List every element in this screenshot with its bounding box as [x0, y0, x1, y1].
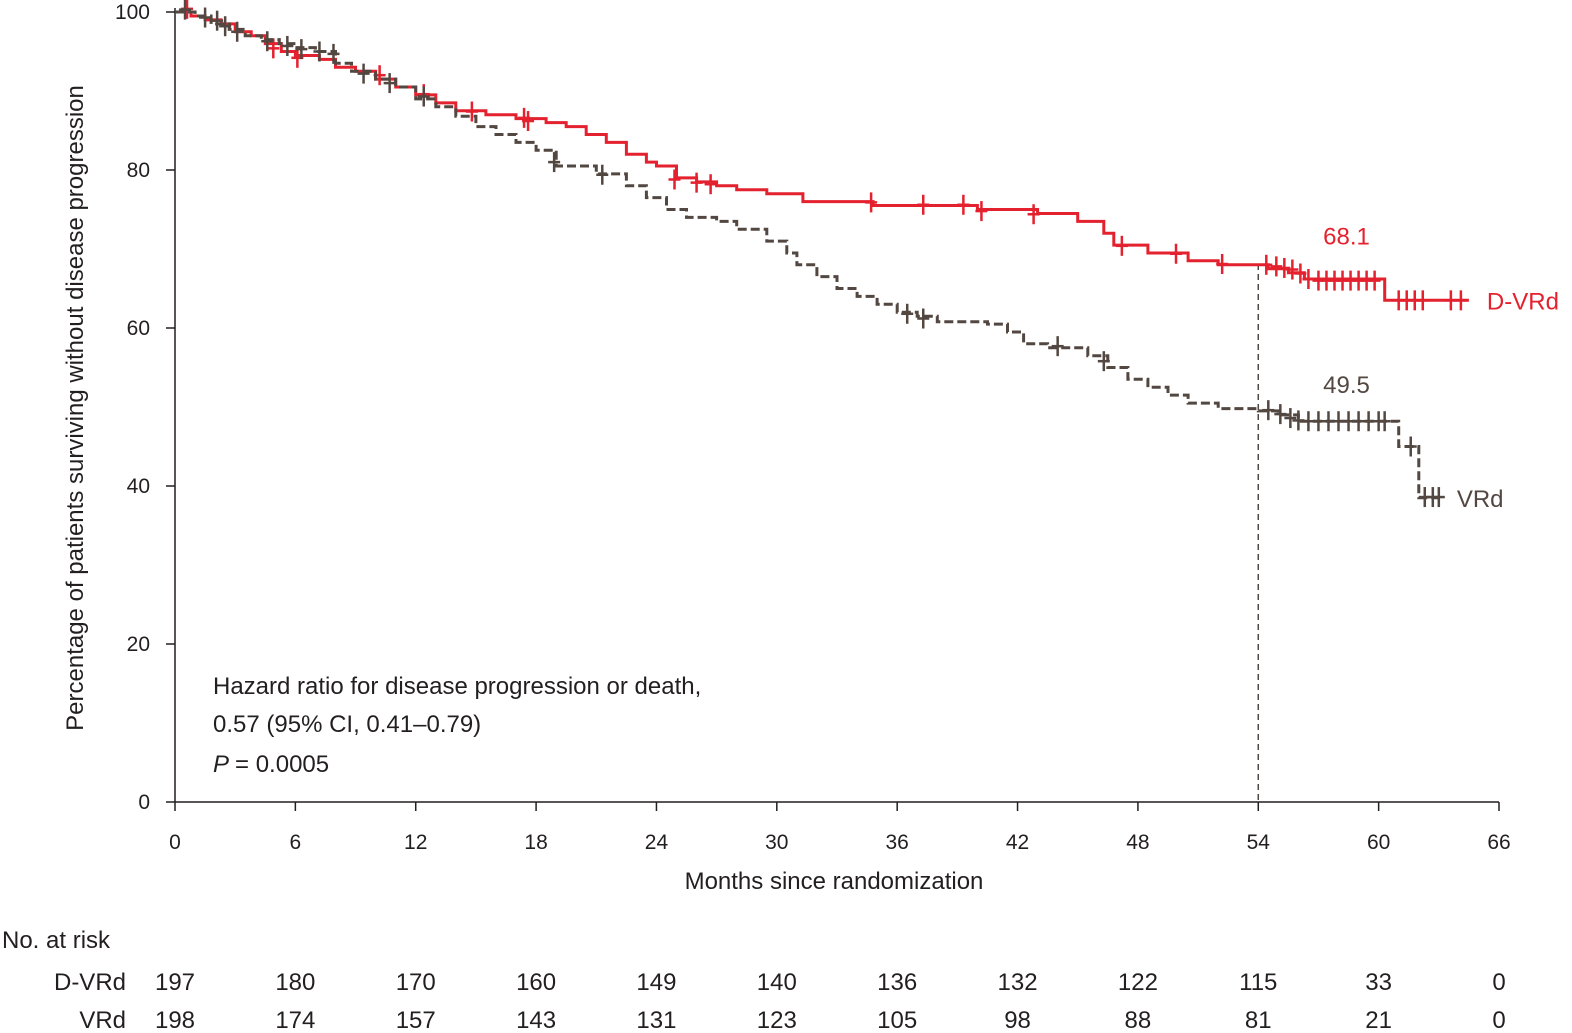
- risk-count: 33: [1365, 969, 1392, 996]
- risk-count: 21: [1365, 1007, 1392, 1033]
- risk-row-label: VRd: [79, 1007, 126, 1033]
- axes: 0 20 40 60 80 100 0 6 12 18 24 30 36 42 48 54 60 66: [115, 1, 1511, 854]
- y-tick-label: 80: [127, 159, 150, 182]
- survival-curves: [175, 0, 1469, 508]
- x-tick-label: 48: [1126, 831, 1149, 854]
- risk-count: 0: [1492, 1007, 1505, 1033]
- p-value-text: P = 0.0005: [213, 751, 329, 778]
- x-tick-label: 54: [1247, 831, 1271, 854]
- risk-count: 140: [757, 969, 797, 996]
- risk-count: 149: [636, 969, 676, 996]
- risk-table: No. at risk D-VRd 197 180 170 160 149 140 136 13…: [2, 927, 1506, 1033]
- risk-count: 160: [516, 969, 556, 996]
- vrd-end-label: VRd: [1457, 486, 1504, 513]
- hazard-ratio-line1: Hazard ratio for disease progression or …: [213, 673, 701, 700]
- x-tick-label: 60: [1367, 831, 1390, 854]
- d-vrd-end-label: D-VRd: [1487, 288, 1559, 315]
- risk-count: 115: [1239, 969, 1277, 996]
- x-tick-label: 66: [1487, 831, 1510, 854]
- vrd-landmark-value: 49.5: [1323, 372, 1370, 399]
- y-tick-label: 20: [127, 633, 150, 656]
- risk-count: 180: [275, 969, 315, 996]
- x-axis-title: Months since randomization: [685, 868, 984, 895]
- risk-table-title: No. at risk: [2, 927, 111, 954]
- y-tick-label: 40: [127, 475, 150, 498]
- x-tick-label: 42: [1006, 831, 1029, 854]
- risk-count: 198: [155, 1007, 195, 1033]
- y-tick-label: 60: [127, 317, 150, 340]
- x-tick-label: 18: [524, 831, 547, 854]
- y-tick-label: 0: [138, 791, 150, 814]
- risk-count: 81: [1245, 1007, 1272, 1033]
- annotations: D-VRd 68.1 VRd 49.5: [1323, 223, 1559, 513]
- vrd-curve: [175, 10, 1439, 500]
- d-vrd-curve: [175, 10, 1469, 302]
- risk-count: 131: [636, 1007, 676, 1033]
- risk-count: 136: [877, 969, 917, 996]
- risk-count: 0: [1492, 969, 1505, 996]
- x-tick-label: 36: [886, 831, 909, 854]
- risk-count: 122: [1118, 969, 1158, 996]
- risk-row-label: D-VRd: [54, 969, 126, 996]
- risk-count: 143: [516, 1007, 556, 1033]
- risk-count: 174: [275, 1007, 315, 1033]
- y-axis-title: Percentage of patients surviving without…: [62, 85, 89, 731]
- x-tick-label: 0: [169, 831, 181, 854]
- risk-count: 88: [1125, 1007, 1152, 1033]
- p-value: = 0.0005: [235, 751, 329, 778]
- risk-count: 170: [396, 969, 436, 996]
- risk-count: 123: [757, 1007, 797, 1033]
- x-tick-label: 30: [765, 831, 788, 854]
- p-label: P: [213, 751, 229, 778]
- risk-count: 105: [877, 1007, 917, 1033]
- hazard-ratio-line2: 0.57 (95% CI, 0.41–0.79): [213, 711, 481, 738]
- x-tick-label: 12: [404, 831, 427, 854]
- x-tick-label: 24: [645, 831, 669, 854]
- risk-count: 197: [155, 969, 195, 996]
- x-tick-label: 6: [290, 831, 302, 854]
- hazard-ratio-annotation: Hazard ratio for disease progression or …: [213, 673, 701, 778]
- y-tick-label: 100: [115, 1, 150, 24]
- risk-count: 157: [396, 1007, 436, 1033]
- risk-count: 132: [998, 969, 1038, 996]
- d-vrd-landmark-value: 68.1: [1323, 223, 1370, 250]
- risk-count: 98: [1004, 1007, 1031, 1033]
